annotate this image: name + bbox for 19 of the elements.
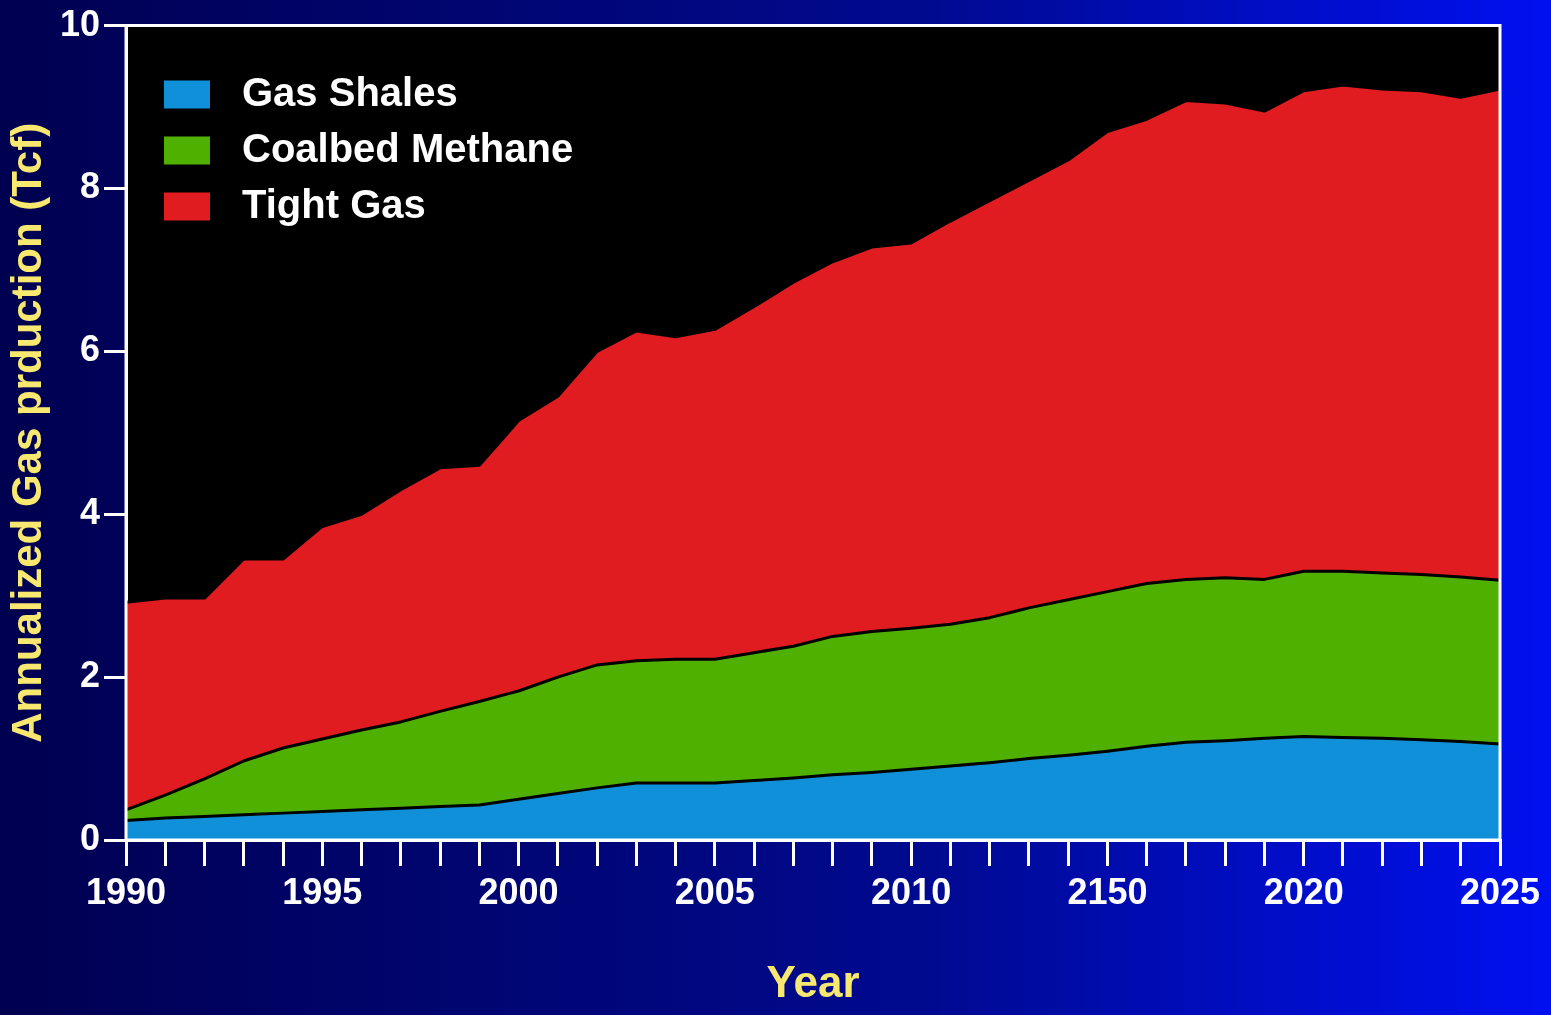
- x-tick-label: 1990: [85, 870, 167, 912]
- legend-label: Tight Gas: [242, 181, 426, 226]
- x-tick-label: 2000: [478, 870, 559, 912]
- y-tick-label: 4: [79, 491, 100, 533]
- legend-label: Gas Shales: [242, 69, 458, 114]
- x-tick-label: 2020: [1263, 870, 1344, 912]
- y-axis-title: Annualized Gas prduction (Tcf): [2, 122, 50, 743]
- y-tick-label: 8: [79, 165, 100, 207]
- legend-label: Coalbed Methane: [242, 125, 574, 170]
- x-axis-title: Year: [766, 956, 860, 1006]
- y-tick-label: 0: [79, 816, 100, 858]
- x-tick-label: 2150: [1067, 870, 1148, 912]
- x-tick-label: 2010: [871, 870, 952, 912]
- x-tick-label: 2025: [1459, 870, 1541, 912]
- x-tick-label: 1995: [282, 870, 363, 912]
- y-tick-label: 6: [79, 328, 100, 370]
- y-tick-label: 10: [59, 2, 100, 44]
- x-tick-label: 2005: [674, 870, 755, 912]
- y-tick-label: 2: [79, 654, 100, 696]
